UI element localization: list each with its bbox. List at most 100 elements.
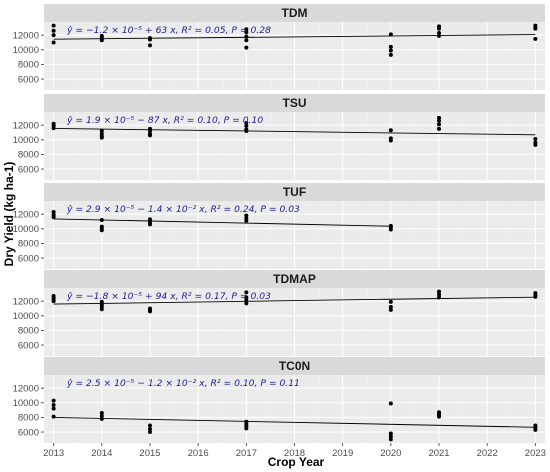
regression-line	[53, 128, 536, 136]
data-point	[388, 44, 393, 49]
data-point	[244, 34, 249, 39]
data-point	[147, 430, 152, 435]
data-point	[244, 38, 249, 43]
data-point	[388, 128, 393, 133]
data-point	[388, 434, 393, 439]
data-point	[388, 307, 393, 312]
y-tick-label: 6000	[18, 427, 39, 438]
data-point	[147, 37, 152, 42]
y-tick-label: 10000	[13, 224, 39, 235]
x-tick-label: 2016	[188, 448, 209, 459]
facet-label: TDM	[282, 6, 308, 20]
data-point	[244, 120, 249, 125]
regression-line	[53, 34, 536, 40]
data-point	[99, 307, 104, 312]
data-point	[437, 115, 442, 120]
x-tick-label: 2018	[284, 448, 305, 459]
data-point	[388, 401, 393, 406]
facet-tuf: TUF 6000 8000 10000 12000 ŷ = 2.9 × 10⁻⁵ − 1.…	[13, 183, 545, 269]
data-point	[437, 292, 442, 297]
data-point	[147, 133, 152, 138]
data-point	[244, 129, 249, 134]
x-tick-label: 2013	[43, 448, 64, 459]
data-point	[244, 45, 249, 50]
facet-tsu: TSU 6000 8000 10000 12000 ŷ = 1.9 × 10⁻⁵ − 87…	[13, 94, 545, 180]
x-tick-label: 2023	[525, 448, 546, 459]
x-tick-label: 2019	[332, 448, 353, 459]
x-tick-label: 2014	[91, 448, 112, 459]
data-point	[437, 126, 442, 131]
data-point	[99, 411, 104, 416]
facet-label: TDMAP	[273, 272, 316, 286]
data-point	[147, 427, 152, 432]
data-point	[388, 437, 393, 442]
x-tick-label: 2017	[236, 448, 257, 459]
data-point	[99, 299, 104, 304]
y-tick-label: 12000	[13, 30, 39, 41]
data-point	[51, 406, 56, 411]
facet-strip	[44, 183, 545, 201]
data-point	[99, 228, 104, 233]
x-axis: 2013 2014 2015 2016 2017 2018 2019 2020 2021 2022…	[43, 443, 546, 459]
y-tick-label: 8000	[18, 60, 39, 71]
data-point	[244, 426, 249, 431]
x-tick-label: 2015	[139, 448, 160, 459]
regression-equation: ŷ = 1.9 × 10⁻⁵ − 87 x, R² = 0.10, P = 0.…	[66, 115, 263, 126]
data-point	[244, 27, 249, 32]
data-point	[51, 126, 56, 131]
data-point	[388, 52, 393, 57]
data-point	[51, 40, 56, 45]
data-point	[388, 227, 393, 232]
data-point	[437, 295, 442, 300]
data-point	[147, 222, 152, 227]
data-point	[388, 431, 393, 436]
y-tick-label: 8000	[18, 413, 39, 424]
data-point	[244, 290, 249, 295]
data-point	[147, 129, 152, 134]
y-tick-label: 12000	[13, 296, 39, 307]
data-point	[388, 32, 393, 37]
data-point	[99, 218, 104, 223]
data-point	[51, 209, 56, 214]
data-point	[51, 28, 56, 33]
facet-strip	[44, 4, 545, 22]
y-tick-label: 10000	[13, 45, 39, 56]
data-point	[51, 402, 56, 407]
data-point	[388, 305, 393, 310]
y-tick-label: 6000	[18, 253, 39, 264]
data-point	[533, 137, 538, 142]
regression-line	[53, 416, 536, 428]
y-tick-label: 12000	[13, 120, 39, 131]
data-point	[533, 26, 538, 31]
y-tick-label: 8000	[18, 326, 39, 337]
y-tick-label: 8000	[18, 150, 39, 161]
data-point	[437, 414, 442, 419]
facet-strip	[44, 270, 545, 288]
facet-label: TC0N	[279, 359, 310, 373]
regression-line	[53, 218, 391, 227]
regression-equation: ŷ = −1.8 × 10⁻⁵ + 94 x, R² = 0.17, P = 0…	[66, 291, 271, 302]
data-point	[99, 416, 104, 421]
y-tick-label: 12000	[13, 209, 39, 220]
data-point	[533, 294, 538, 299]
data-point	[51, 23, 56, 28]
data-point	[533, 142, 538, 147]
data-point	[147, 309, 152, 314]
data-point	[244, 297, 249, 302]
data-point	[533, 36, 538, 41]
y-tick-label: 12000	[13, 383, 39, 394]
data-point	[244, 30, 249, 35]
data-point	[147, 43, 152, 48]
regression-equation: ŷ = 2.9 × 10⁻⁵ − 1.4 × 10⁻² x, R² = 0.24…	[66, 204, 300, 215]
x-tick-label: 2020	[380, 448, 401, 459]
data-point	[244, 213, 249, 218]
data-point	[388, 138, 393, 143]
facet-tc0n: TC0N 6000 8000 10000 12000 ŷ = 2.5 × 10⁻⁵ − 1…	[13, 357, 545, 443]
y-tick-label: 6000	[18, 340, 39, 351]
regression-line	[53, 296, 536, 305]
data-point	[51, 215, 56, 220]
x-tick-label: 2022	[477, 448, 498, 459]
regression-equation: ŷ = −1.2 × 10⁻⁵ + 63 x, R² = 0.05, P = 0…	[66, 25, 271, 36]
data-point	[99, 129, 104, 134]
